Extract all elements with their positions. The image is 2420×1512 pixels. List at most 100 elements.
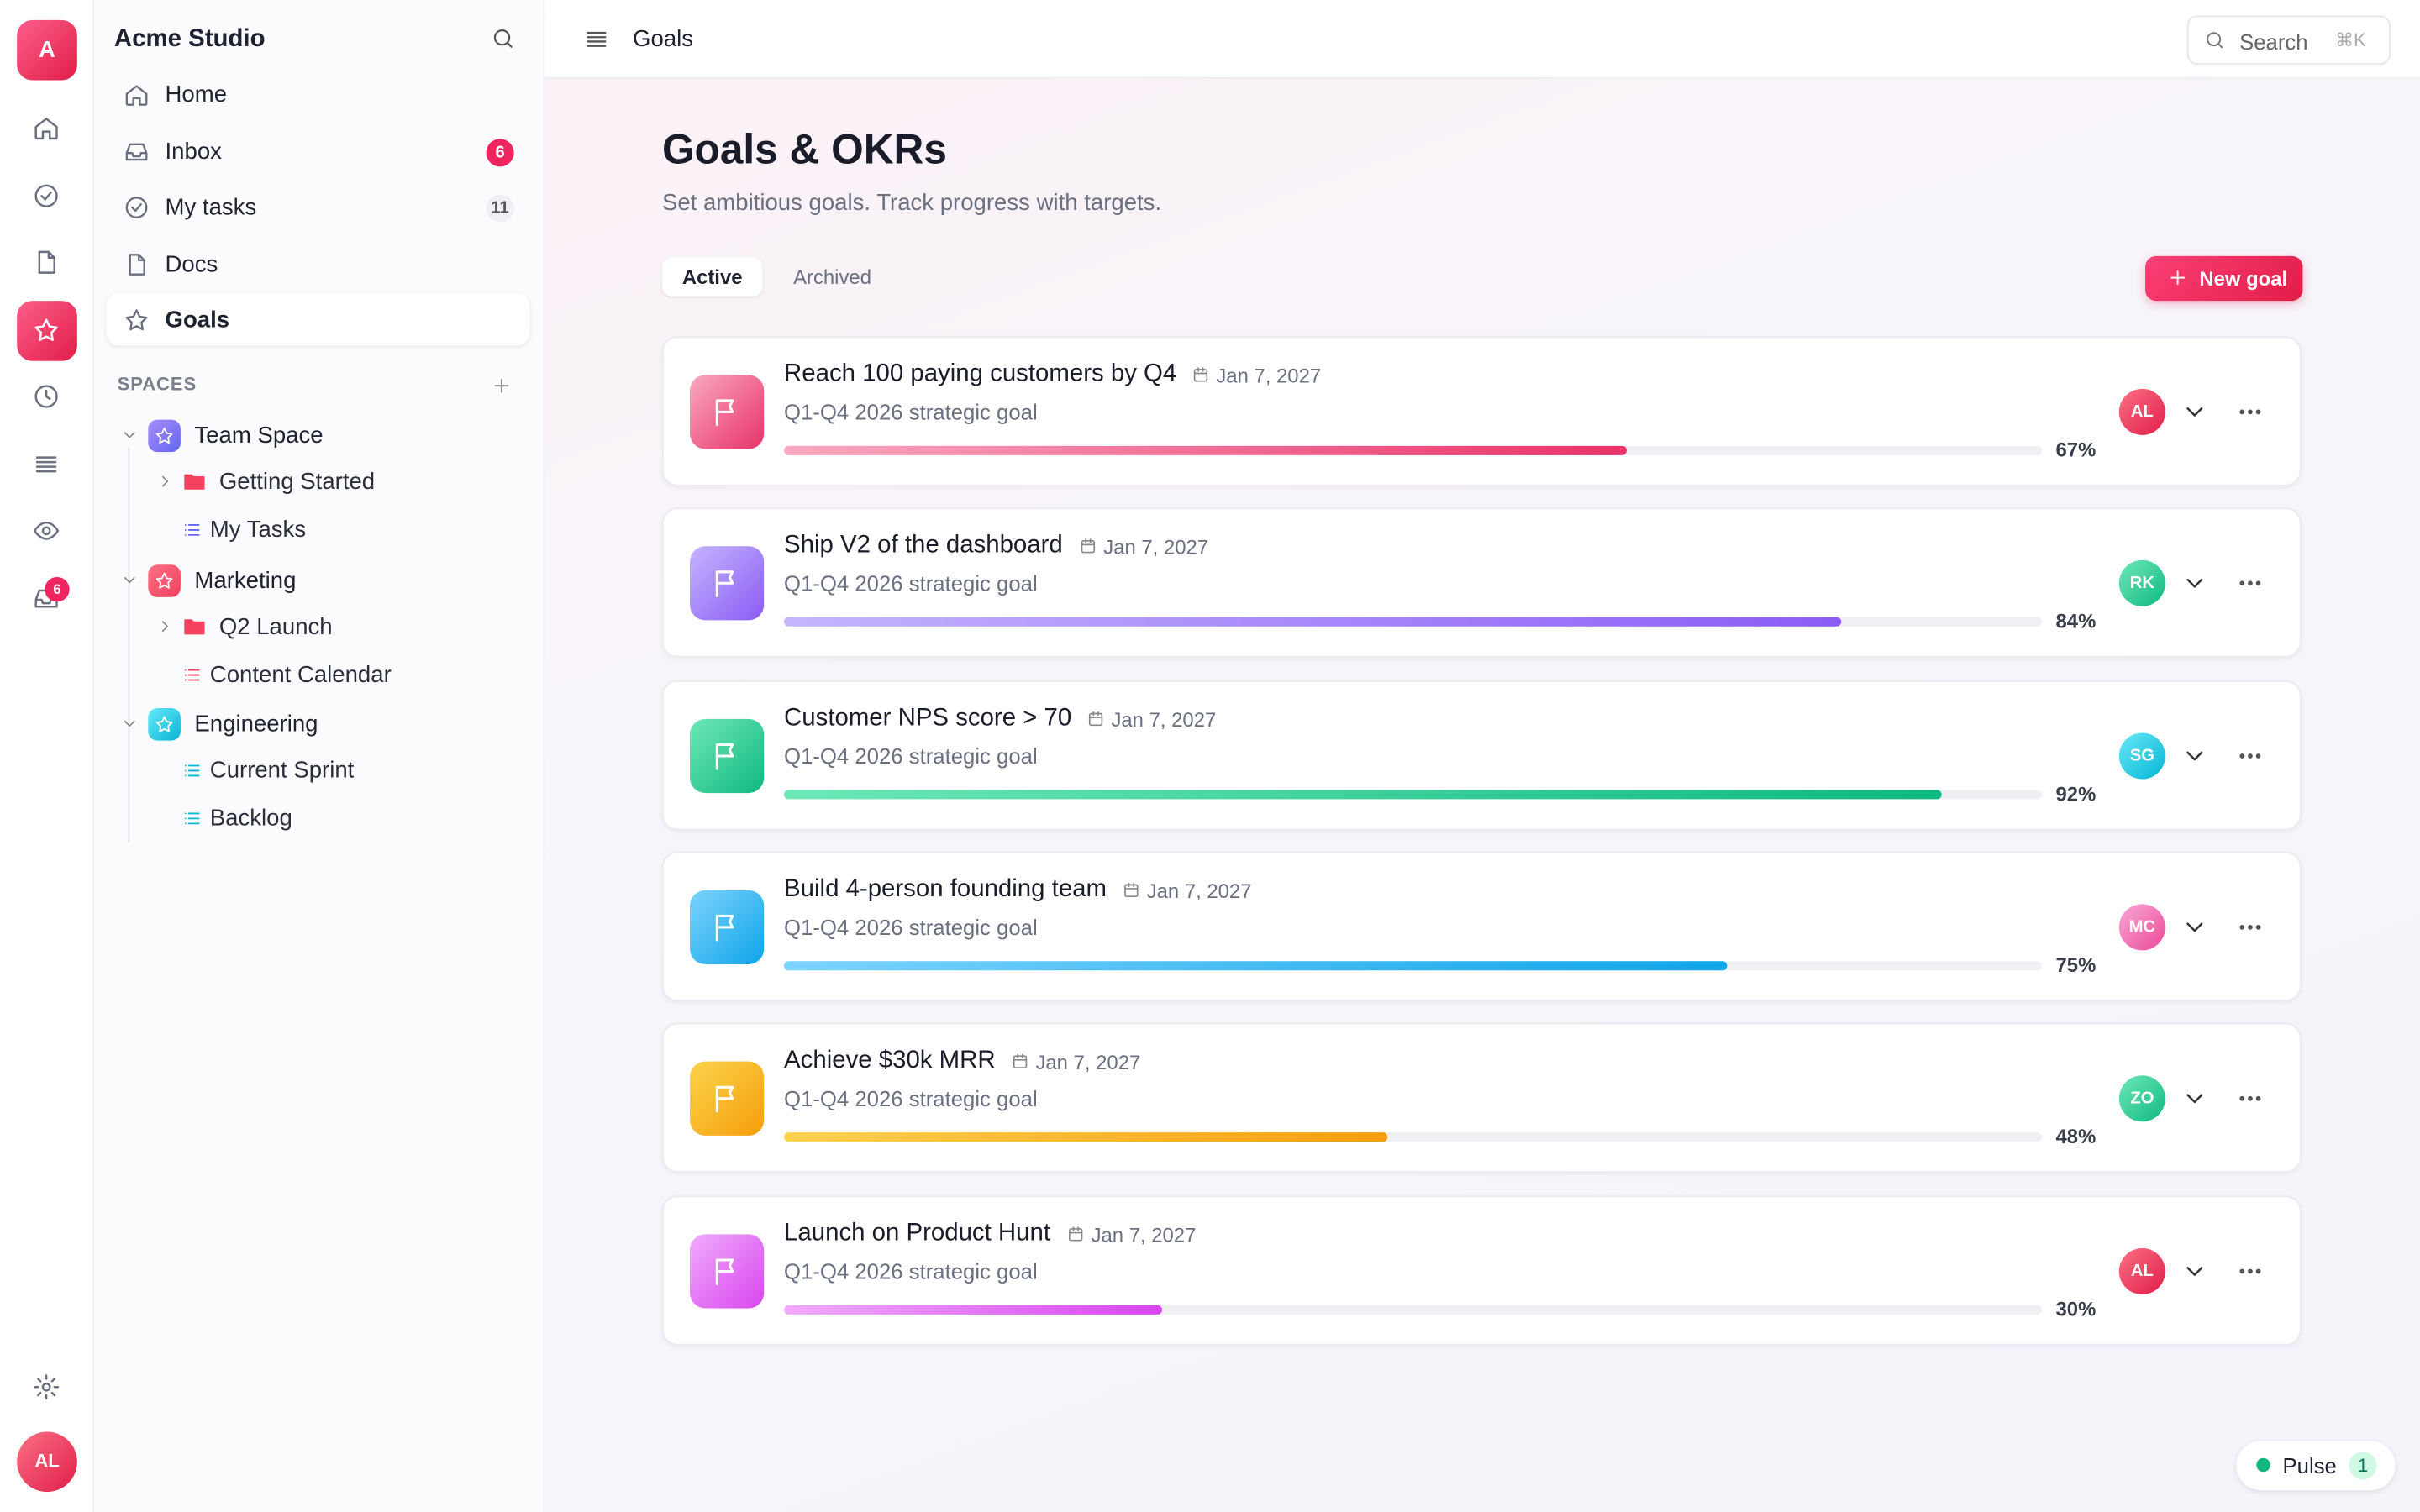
expand-chevron[interactable]: [2181, 570, 2208, 597]
nav-badge: 11: [486, 194, 514, 223]
space-glyph: [155, 714, 175, 734]
nav-label: Goals: [165, 307, 230, 333]
calendar-icon: [1122, 881, 1140, 900]
rail-icon[interactable]: [33, 383, 60, 411]
goal-card[interactable]: Achieve $30k MRR Jan 7, 2027 Q1-Q4 2026 st…: [661, 1023, 2302, 1173]
child-label[interactable]: Content Calendar: [209, 661, 392, 688]
more-menu[interactable]: [2236, 913, 2264, 941]
rail-button-active[interactable]: [17, 300, 77, 360]
nav-item[interactable]: Inbox 6: [107, 124, 529, 176]
child-chevron[interactable]: [156, 617, 175, 635]
goal-icon: [690, 718, 765, 793]
progress-track: [784, 1304, 2043, 1314]
settings-icon[interactable]: [33, 1373, 60, 1401]
spaces-heading: SPACES: [117, 373, 197, 396]
progress-label: 84%: [2055, 610, 2096, 633]
calendar-icon: [1011, 1053, 1029, 1071]
expand-chevron[interactable]: [2181, 398, 2208, 426]
more-menu[interactable]: [2236, 1085, 2264, 1113]
progress-bar: [784, 445, 1628, 455]
workspace-avatar[interactable]: A: [17, 19, 77, 81]
more-menu[interactable]: [2236, 742, 2264, 769]
space-chevron[interactable]: [120, 426, 139, 444]
expand-chevron[interactable]: [2181, 913, 2208, 941]
expand-chevron[interactable]: [2181, 742, 2208, 769]
child-label[interactable]: Current Sprint: [209, 757, 355, 785]
goal-title: Ship V2 of the dashboard: [784, 533, 1063, 559]
nav-icon: [124, 138, 150, 164]
child-chevron[interactable]: [156, 472, 175, 491]
space-name[interactable]: Marketing: [194, 567, 297, 594]
sidebar-search[interactable]: [491, 26, 515, 50]
nav-item[interactable]: Docs: [107, 237, 529, 289]
progress-bar: [784, 1304, 1162, 1314]
page-title: Goals & OKRs: [661, 126, 947, 173]
space-name[interactable]: Engineering: [194, 711, 318, 738]
main: Goals Search ⌘K Goals & OKRs Set ambitious …: [544, 0, 2420, 1512]
child-label[interactable]: My Tasks: [209, 517, 307, 543]
goal-date: Jan 7, 2027: [1111, 707, 1217, 731]
expand-chevron[interactable]: [2181, 1085, 2208, 1113]
menu-icon[interactable]: [583, 26, 609, 52]
tab[interactable]: Archived: [793, 265, 871, 289]
add-space[interactable]: [491, 375, 513, 396]
progress-label: 92%: [2055, 781, 2096, 806]
goal-date: Jan 7, 2027: [1103, 535, 1209, 559]
rail-icon[interactable]: [33, 449, 60, 477]
goal-card[interactable]: Launch on Product Hunt Jan 7, 2027 Q1-Q4 2…: [661, 1194, 2302, 1345]
flag-glyph: [710, 567, 744, 601]
goal-title: Customer NPS score > 70: [784, 704, 1072, 731]
more-menu[interactable]: [2236, 570, 2264, 597]
folder-icon: [182, 613, 207, 638]
goal-title: Achieve $30k MRR: [784, 1047, 996, 1074]
goal-subtitle: Q1-Q4 2026 strategic goal: [784, 399, 1038, 425]
tab[interactable]: Active: [661, 257, 763, 297]
flag-glyph: [710, 395, 744, 428]
progress-track: [784, 789, 2043, 799]
goal-date: Jan 7, 2027: [1091, 1222, 1197, 1247]
goal-card[interactable]: Reach 100 paying customers by Q4 Jan 7, 2…: [661, 336, 2302, 486]
list-icon: [182, 761, 203, 781]
nav-item[interactable]: Home: [107, 68, 529, 120]
nav-item[interactable]: My tasks 11: [107, 181, 529, 233]
space-name[interactable]: Team Space: [194, 423, 324, 449]
space-chevron[interactable]: [120, 714, 139, 732]
rail-icon[interactable]: [33, 181, 60, 209]
goal-card[interactable]: Customer NPS score > 70 Jan 7, 2027 Q1-Q4 …: [661, 680, 2302, 830]
goal-icon: [690, 546, 765, 621]
goal-card[interactable]: Ship V2 of the dashboard Jan 7, 2027 Q1-Q4…: [661, 507, 2302, 658]
new-goal-button[interactable]: New goal: [2145, 255, 2303, 302]
owner-avatar: AL: [2118, 388, 2165, 435]
rail-icon[interactable]: [33, 517, 60, 544]
progress-track: [784, 961, 2043, 971]
child-label[interactable]: Getting Started: [218, 469, 376, 496]
goal-icon: [690, 1233, 765, 1308]
topbar-title: Goals: [633, 26, 694, 53]
expand-chevron[interactable]: [2181, 1257, 2208, 1284]
rail-icon[interactable]: [33, 114, 60, 142]
child-label[interactable]: Backlog: [209, 805, 292, 832]
more-menu[interactable]: [2236, 398, 2264, 426]
progress-bar: [784, 617, 1841, 627]
flag-glyph: [710, 1082, 744, 1116]
nav-icon: [124, 307, 150, 333]
nav-label: My tasks: [165, 194, 257, 221]
owner-avatar: SG: [2118, 732, 2165, 779]
calendar-icon: [1066, 1224, 1085, 1242]
goal-card[interactable]: Build 4-person founding team Jan 7, 2027 Q…: [661, 851, 2302, 1001]
pulse-widget[interactable]: Pulse 1: [2236, 1441, 2396, 1491]
more-menu[interactable]: [2236, 1257, 2264, 1284]
page-subtitle: Set ambitious goals. Track progress with…: [661, 189, 1162, 217]
child-label[interactable]: Q2 Launch: [218, 613, 333, 640]
user-avatar[interactable]: AL: [17, 1431, 77, 1493]
nav-item[interactable]: Goals: [106, 292, 530, 346]
rail-icon[interactable]: [33, 249, 60, 276]
search-icon: [2204, 29, 2226, 51]
search-box[interactable]: Search ⌘K: [2186, 15, 2391, 66]
space-chevron[interactable]: [120, 570, 139, 589]
goal-title: Reach 100 paying customers by Q4: [784, 360, 1177, 388]
nav-label: Home: [165, 81, 228, 108]
workspace-name: Acme Studio: [113, 26, 266, 53]
icon-rail: A 6 AL: [0, 0, 95, 1512]
